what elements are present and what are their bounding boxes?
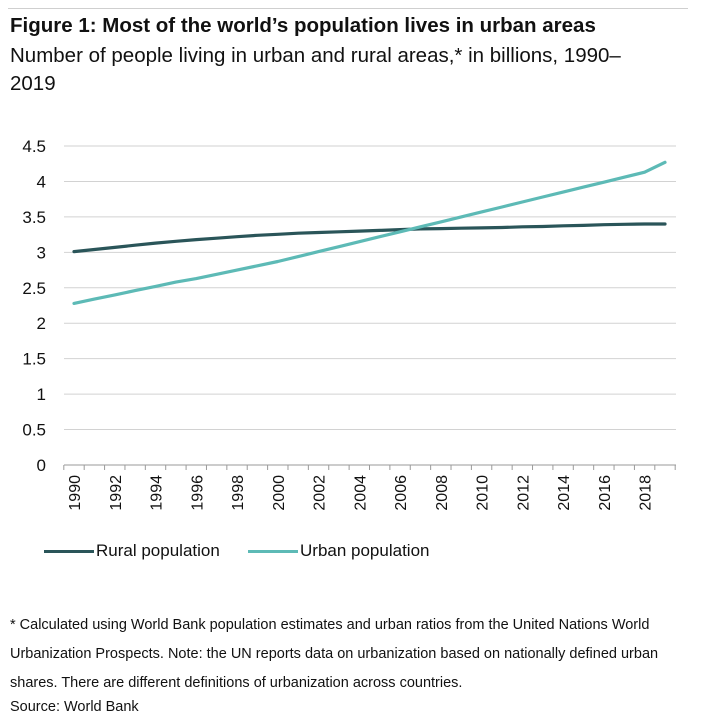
x-tick-label: 2004 bbox=[352, 475, 369, 511]
rural-population-line bbox=[72, 222, 667, 254]
x-tick-label: 2012 bbox=[515, 475, 532, 511]
x-tick-label: 2006 bbox=[393, 475, 410, 511]
top-rule bbox=[8, 8, 688, 9]
x-tick-label: 2010 bbox=[475, 475, 492, 511]
series-lines bbox=[72, 160, 667, 305]
x-tick-label: 1994 bbox=[149, 475, 166, 511]
source-note: Source: World Bank bbox=[10, 699, 139, 715]
line-chart: 00.511.522.533.544.5 1990 1992 1994 1996 199… bbox=[22, 137, 676, 511]
legend-label-rural: Rural population bbox=[96, 541, 220, 560]
y-tick-label: 3 bbox=[37, 243, 46, 262]
x-tick-label: 2000 bbox=[271, 475, 288, 511]
y-tick-label: 3.5 bbox=[22, 208, 46, 227]
x-tick-label: 2008 bbox=[434, 475, 451, 511]
x-tick-label: 1992 bbox=[108, 475, 125, 511]
x-tick-label: 1996 bbox=[189, 475, 206, 511]
y-tick-label: 0 bbox=[37, 456, 46, 475]
chart-title: Figure 1: Most of the world’s population… bbox=[10, 14, 596, 37]
y-tick-label: 0.5 bbox=[22, 421, 46, 440]
urban-population-line bbox=[72, 160, 667, 305]
y-tick-label: 2 bbox=[37, 314, 46, 333]
y-axis-ticks: 0 0.5 1 1.5 2 2.5 3 3.5 4 4.5 bbox=[22, 137, 46, 475]
x-tick-label: 2014 bbox=[556, 475, 573, 511]
legend-swatch-rural bbox=[44, 550, 94, 553]
y-tick-label: 1 bbox=[37, 385, 46, 404]
x-tick-label: 1990 bbox=[67, 475, 84, 511]
x-tick-label: 1998 bbox=[230, 475, 247, 511]
gridlines bbox=[64, 145, 676, 431]
y-tick-label: 2.5 bbox=[22, 279, 46, 298]
y-tick-label: 1.5 bbox=[22, 350, 46, 369]
footnote: * Calculated using World Bank population… bbox=[10, 617, 659, 691]
y-tick-label: 4 bbox=[37, 172, 46, 191]
legend-label-urban: Urban population bbox=[300, 541, 430, 560]
y-tick-label: 4.5 bbox=[22, 137, 46, 156]
chart-subtitle: Number of people living in urban and rur… bbox=[10, 44, 621, 95]
x-tick-label: 2002 bbox=[312, 475, 329, 511]
x-tick-label: 2016 bbox=[597, 475, 614, 511]
x-axis: 1990 1992 1994 1996 1998 2000 2002 2004 2006 2008… bbox=[63, 464, 676, 511]
x-tick-label: 2018 bbox=[638, 475, 655, 511]
legend-swatch-urban bbox=[248, 550, 298, 553]
